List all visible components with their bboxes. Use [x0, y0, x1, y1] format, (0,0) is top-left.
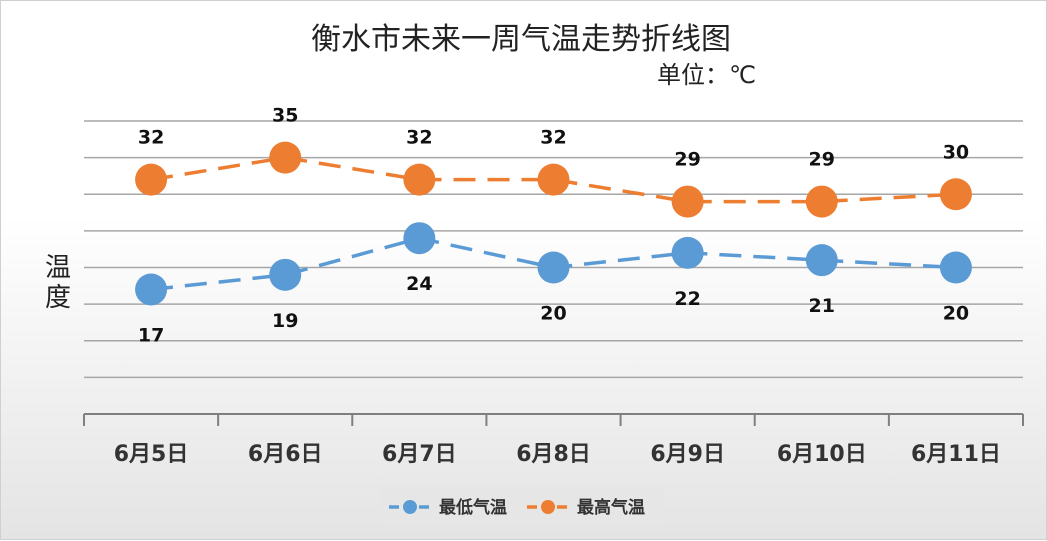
data-point — [671, 185, 704, 218]
data-point — [671, 236, 704, 269]
y-axis-title: 温度 — [45, 253, 71, 313]
data-label: 24 — [406, 273, 432, 295]
data-point — [805, 244, 838, 277]
legend-label: 最低气温 — [439, 497, 507, 518]
x-tick-label: 6月10日 — [777, 442, 867, 467]
data-point — [135, 163, 168, 196]
data-point — [269, 141, 302, 174]
data-label: 32 — [138, 127, 164, 149]
data-label: 17 — [138, 324, 164, 346]
legend-swatch-marker — [541, 500, 555, 514]
data-label: 35 — [272, 105, 298, 127]
y-axis-label: 温度 — [45, 253, 71, 313]
x-tick-label: 6月9日 — [650, 442, 725, 467]
data-point — [135, 273, 168, 306]
x-tick-label: 6月7日 — [382, 442, 457, 467]
data-point — [537, 251, 570, 284]
data-label: 20 — [540, 303, 566, 325]
data-point — [269, 258, 302, 291]
chart-title: 衡水市未来一周气温走势折线图 — [311, 22, 731, 57]
data-label: 32 — [406, 127, 432, 149]
unit-label: 单位：℃ — [657, 61, 756, 89]
data-point — [939, 251, 972, 284]
x-tick-label: 6月11日 — [911, 442, 1001, 467]
legend: 最低气温 最高气温 — [381, 489, 665, 525]
x-tick-label: 6月6日 — [248, 442, 323, 467]
series-layer: 17 19 24 20 22 21 20 32 35 32 32 29 29 30 — [135, 105, 972, 346]
data-point — [403, 163, 436, 196]
data-point — [537, 163, 570, 196]
data-point — [403, 222, 436, 255]
grid-lines — [84, 120, 1023, 379]
data-point — [805, 185, 838, 218]
legend-swatch-marker — [403, 500, 417, 514]
data-label: 21 — [809, 295, 835, 317]
data-label: 29 — [809, 149, 835, 171]
data-label: 32 — [540, 127, 566, 149]
data-label: 20 — [943, 303, 969, 325]
x-tick-label: 6月8日 — [516, 442, 591, 467]
data-label: 22 — [674, 288, 700, 310]
data-label: 19 — [272, 310, 298, 332]
legend-label: 最高气温 — [577, 497, 645, 518]
series-high: 32 35 32 32 29 29 30 — [135, 105, 972, 218]
series-low: 17 19 24 20 22 21 20 — [135, 222, 972, 346]
x-tick-label: 6月5日 — [114, 442, 189, 467]
data-label: 29 — [674, 149, 700, 171]
x-axis: 6月5日 6月6日 6月7日 6月8日 6月9日 6月10日 6月11日 — [83, 413, 1024, 467]
data-point — [939, 178, 972, 211]
data-label: 30 — [943, 141, 969, 163]
